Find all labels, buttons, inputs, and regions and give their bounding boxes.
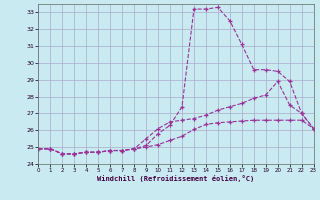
X-axis label: Windchill (Refroidissement éolien,°C): Windchill (Refroidissement éolien,°C) — [97, 175, 255, 182]
